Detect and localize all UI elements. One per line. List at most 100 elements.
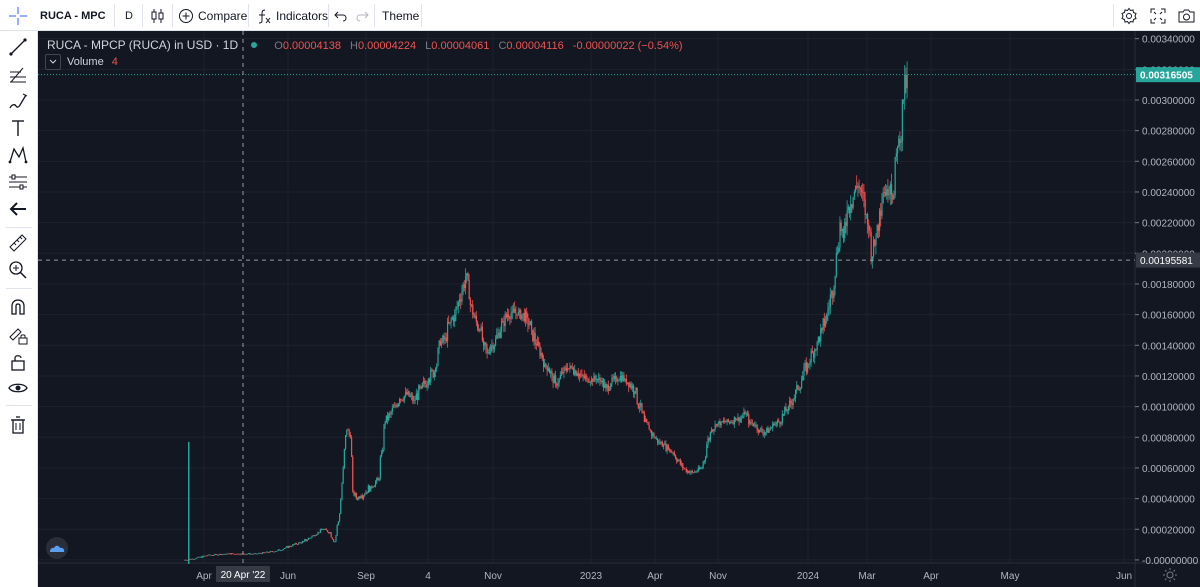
candle-body (813, 352, 815, 358)
price-tick-label: 0.00120000 (1142, 372, 1195, 383)
candle-body (487, 352, 489, 354)
candle-body (252, 553, 254, 555)
candle-body (731, 421, 733, 423)
fullscreen-button[interactable] (1150, 0, 1166, 31)
price-chart[interactable]: 0.003400000.003200000.003000000.00280000… (38, 31, 1200, 587)
candle-body (672, 452, 674, 454)
crosshair-price-label: 0.00195581 (1140, 256, 1193, 267)
candle-body (871, 256, 873, 262)
zoom-in-icon[interactable] (7, 259, 29, 281)
candle-body (426, 385, 428, 388)
candle-body (647, 422, 649, 425)
candle-body (493, 345, 495, 350)
candle-body (383, 425, 385, 450)
candle-body (606, 384, 608, 389)
unlock-icon[interactable] (7, 351, 29, 373)
candle-body (559, 375, 561, 380)
series-legend[interactable]: RUCA - MPCP (RUCA) in USD · 1D O0.000041… (47, 38, 683, 52)
candle-body (429, 379, 431, 383)
candle-body (187, 559, 189, 561)
text-icon[interactable] (7, 117, 29, 139)
lock-drawing-icon[interactable] (7, 324, 29, 346)
volume-legend[interactable]: Volume 4 (45, 54, 118, 70)
candle-body (469, 299, 471, 305)
theme-button[interactable]: Theme (382, 0, 419, 31)
interval-button[interactable]: D (125, 0, 133, 31)
candle-body (729, 421, 731, 423)
indicators-button[interactable]: Indicators (256, 0, 328, 31)
redo-button[interactable] (355, 0, 369, 31)
candle-body (634, 391, 636, 394)
candle-body (364, 494, 366, 496)
candle-body (784, 407, 786, 415)
tradingview-logo[interactable] (46, 537, 68, 559)
candle-body (346, 429, 348, 436)
candle-body (592, 379, 594, 382)
candle-body (448, 322, 450, 323)
candle-body (261, 553, 263, 555)
candle-body (498, 333, 500, 338)
trend-line-icon[interactable] (7, 36, 29, 58)
back-arrow-icon[interactable] (7, 198, 29, 220)
pattern-icon[interactable] (7, 144, 29, 166)
candle-body (409, 396, 411, 397)
candle-body (570, 365, 572, 368)
axis-labels: 0.00316505 0.00195581 20 Apr '22 (216, 67, 1200, 582)
candle-body (259, 552, 261, 554)
candle-body (802, 375, 804, 381)
candle-body (454, 314, 456, 322)
compare-button[interactable]: Compare (178, 0, 247, 31)
candle-body (204, 555, 206, 557)
candle-body (433, 371, 435, 378)
candle-body (732, 422, 734, 425)
candle-body (348, 429, 350, 435)
candle-body (319, 529, 321, 533)
candle-body (690, 470, 692, 473)
measure-group-icon[interactable] (7, 171, 29, 193)
fib-icon[interactable] (7, 63, 29, 85)
candle-body (345, 435, 347, 449)
toolbar-divider (421, 4, 422, 27)
magnet-icon[interactable] (7, 297, 29, 319)
candle-body (334, 541, 336, 543)
candle-body (598, 378, 600, 380)
candle-body (712, 429, 714, 432)
collapse-legend-button[interactable] (45, 54, 61, 70)
chart-style-button[interactable] (150, 0, 166, 31)
candle-body (195, 558, 197, 560)
candle-body (276, 550, 278, 552)
settings-button[interactable] (1120, 0, 1138, 31)
candle-body (767, 428, 769, 433)
candle-body (843, 229, 845, 238)
crosshair-icon[interactable] (7, 5, 29, 27)
candle-body (905, 74, 907, 89)
candle-body (217, 554, 219, 556)
undo-button[interactable] (334, 0, 348, 31)
candle-body (435, 368, 437, 372)
candle-body (719, 421, 721, 426)
candle-body (819, 336, 821, 342)
high-value: 0.00004224 (357, 40, 417, 52)
candle-body (211, 555, 213, 556)
top-toolbar: RUCA - MPC D Compare Indicators Theme (0, 0, 1200, 31)
candle-body (330, 532, 332, 538)
eye-icon[interactable] (7, 377, 29, 399)
candle-body (425, 383, 427, 388)
trash-icon[interactable] (7, 414, 29, 436)
candle-body (336, 524, 338, 536)
candle-body (190, 558, 192, 560)
timezone-settings[interactable] (1163, 568, 1177, 582)
symbol-search-button[interactable]: RUCA - MPC (40, 0, 106, 31)
candle-body (499, 331, 501, 338)
candle-body (214, 554, 216, 556)
candle-body (474, 315, 476, 318)
candle-body (747, 414, 749, 415)
volume-label: Volume (67, 56, 104, 68)
candle-body (857, 185, 859, 188)
candle-body (365, 491, 367, 495)
brush-icon[interactable] (7, 90, 29, 112)
candle-body (533, 332, 535, 342)
screenshot-button[interactable] (1178, 0, 1195, 31)
ruler-icon[interactable] (7, 232, 29, 254)
candle-body (461, 291, 463, 302)
